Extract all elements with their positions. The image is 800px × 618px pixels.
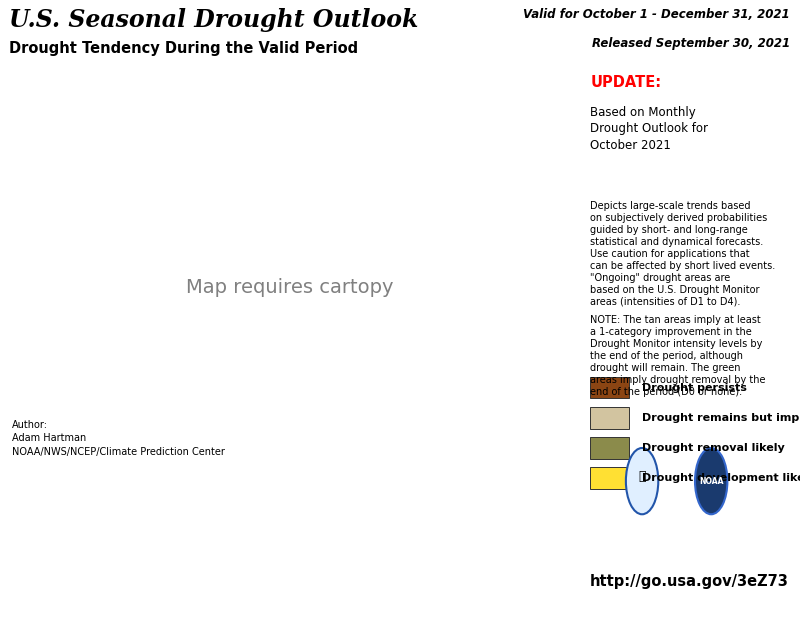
Text: Released September 30, 2021: Released September 30, 2021 [591,37,790,50]
FancyBboxPatch shape [590,407,629,428]
FancyBboxPatch shape [590,377,629,399]
Text: Drought Tendency During the Valid Period: Drought Tendency During the Valid Period [9,41,358,56]
Text: 🌊: 🌊 [638,470,646,483]
Circle shape [626,448,658,514]
FancyBboxPatch shape [590,438,629,459]
Text: Drought removal likely: Drought removal likely [642,443,785,453]
Text: Author:
Adam Hartman
NOAA/NWS/NCEP/Climate Prediction Center: Author: Adam Hartman NOAA/NWS/NCEP/Clima… [12,420,225,457]
Text: UPDATE:: UPDATE: [590,75,662,90]
Text: NOAA: NOAA [699,476,723,486]
Circle shape [695,448,727,514]
FancyBboxPatch shape [590,467,629,489]
Text: Drought development likely: Drought development likely [642,473,800,483]
Text: Drought remains but improves: Drought remains but improves [642,413,800,423]
Text: Depicts large-scale trends based
on subjectively derived probabilities
guided by: Depicts large-scale trends based on subj… [590,200,775,307]
Text: Drought persists: Drought persists [642,383,747,393]
Text: Based on Monthly
Drought Outlook for
October 2021: Based on Monthly Drought Outlook for Oct… [590,106,708,151]
Text: http://go.usa.gov/3eZ73: http://go.usa.gov/3eZ73 [590,574,789,589]
Text: NOTE: The tan areas imply at least
a 1-category improvement in the
Drought Monit: NOTE: The tan areas imply at least a 1-c… [590,315,766,397]
Text: Map requires cartopy: Map requires cartopy [186,278,394,297]
Text: U.S. Seasonal Drought Outlook: U.S. Seasonal Drought Outlook [9,8,418,32]
Text: Valid for October 1 - December 31, 2021: Valid for October 1 - December 31, 2021 [523,8,790,21]
